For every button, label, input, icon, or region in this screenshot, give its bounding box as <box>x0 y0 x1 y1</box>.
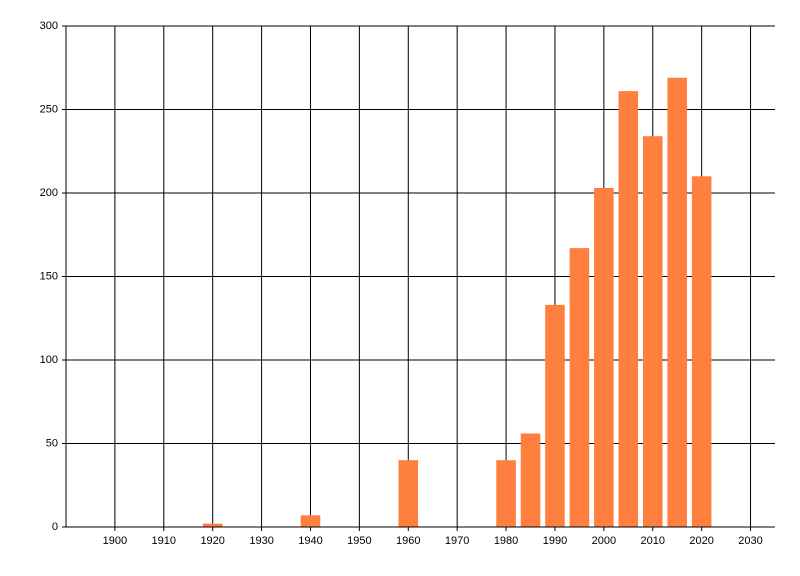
y-tick-label: 200 <box>40 187 58 199</box>
bar <box>300 515 321 527</box>
x-tick-label: 1910 <box>152 535 176 547</box>
x-tick-label: 1930 <box>249 535 273 547</box>
y-tick-label: 100 <box>40 354 58 366</box>
bar <box>667 77 687 528</box>
bar <box>618 91 639 527</box>
bar <box>545 304 565 527</box>
x-tick-label: 1960 <box>396 535 420 547</box>
y-tick-label: 0 <box>52 521 58 533</box>
y-tick-label: 300 <box>40 20 58 32</box>
bar <box>691 176 712 528</box>
x-tick-label: 1950 <box>347 535 371 547</box>
bar <box>202 523 223 527</box>
bar <box>569 248 590 528</box>
y-tick-label: 50 <box>46 437 58 449</box>
bar <box>520 433 541 527</box>
x-tick-label: 1900 <box>103 535 127 547</box>
x-tick-label: 1990 <box>543 535 567 547</box>
x-tick-label: 1940 <box>298 535 322 547</box>
x-tick-label: 2010 <box>641 535 665 547</box>
bar <box>642 136 663 527</box>
x-tick-label: 1920 <box>200 535 224 547</box>
x-tick-label: 1980 <box>494 535 518 547</box>
bar <box>496 460 516 527</box>
y-tick-label: 250 <box>40 103 58 115</box>
x-tick-label: 2030 <box>738 535 762 547</box>
y-tick-label: 150 <box>40 270 58 282</box>
x-tick-label: 2000 <box>592 535 616 547</box>
x-tick-label: 1970 <box>445 535 469 547</box>
x-tick-label: 2020 <box>689 535 713 547</box>
bar <box>594 187 614 528</box>
bar <box>398 460 419 527</box>
